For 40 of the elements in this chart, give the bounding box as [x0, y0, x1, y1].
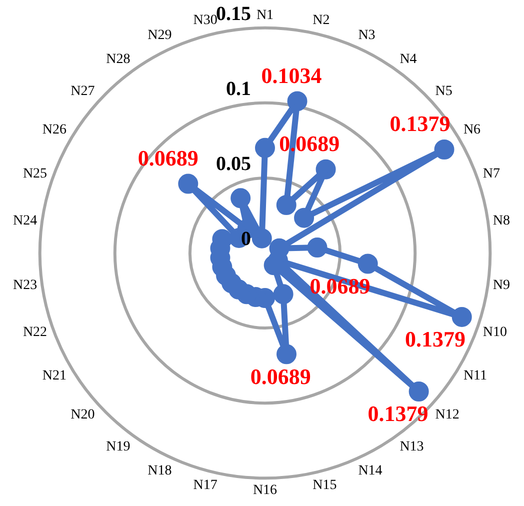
spoke-label: N12 [435, 407, 460, 422]
spoke-label: N8 [492, 213, 510, 228]
spoke-label: N17 [193, 478, 218, 494]
data-label: 0.0689 [138, 145, 198, 170]
spoke-label: N26 [42, 122, 67, 138]
spoke-label: N1 [256, 8, 274, 24]
spoke-label: N2 [312, 13, 330, 28]
spoke-label: N10 [482, 324, 508, 340]
spoke-label: N23 [12, 278, 38, 294]
spoke-label: N5 [435, 84, 452, 99]
y-tick-label: 0.15 [216, 3, 251, 26]
spoke-label: N7 [482, 166, 500, 182]
spoke-label: N20 [70, 407, 95, 422]
y-tick-label: 0.05 [216, 153, 251, 176]
spoke-label: N25 [22, 166, 48, 182]
data-label: 0.1379 [368, 401, 428, 426]
spoke-label: N15 [312, 478, 337, 494]
spoke-label: N14 [358, 463, 382, 478]
spoke-label: N24 [12, 213, 38, 228]
data-label: 0.1379 [404, 326, 466, 352]
spoke-label: N29 [148, 28, 172, 43]
spoke-label: N6 [463, 122, 481, 138]
spoke-label: N16 [252, 483, 278, 498]
spoke-label: N19 [106, 439, 130, 454]
spoke-label: N9 [492, 278, 510, 294]
y-tick-label: 0 [241, 228, 251, 250]
spoke-label: N22 [22, 324, 48, 340]
spoke-label: N27 [70, 84, 95, 99]
data-label: 0.0689 [250, 364, 311, 389]
data-label: 0.1034 [261, 62, 322, 88]
spoke-label: N18 [148, 463, 172, 478]
data-label: 0.1379 [390, 111, 450, 136]
spoke-label: N21 [42, 368, 67, 384]
spoke-label: N30 [193, 13, 218, 28]
y-tick-label: 0.1 [226, 78, 251, 100]
spoke-label: N13 [400, 439, 424, 454]
spoke-label: N4 [400, 52, 417, 67]
spoke-label: N11 [463, 368, 488, 384]
spoke-label: N28 [106, 52, 130, 67]
spoke-label: N3 [358, 28, 376, 43]
